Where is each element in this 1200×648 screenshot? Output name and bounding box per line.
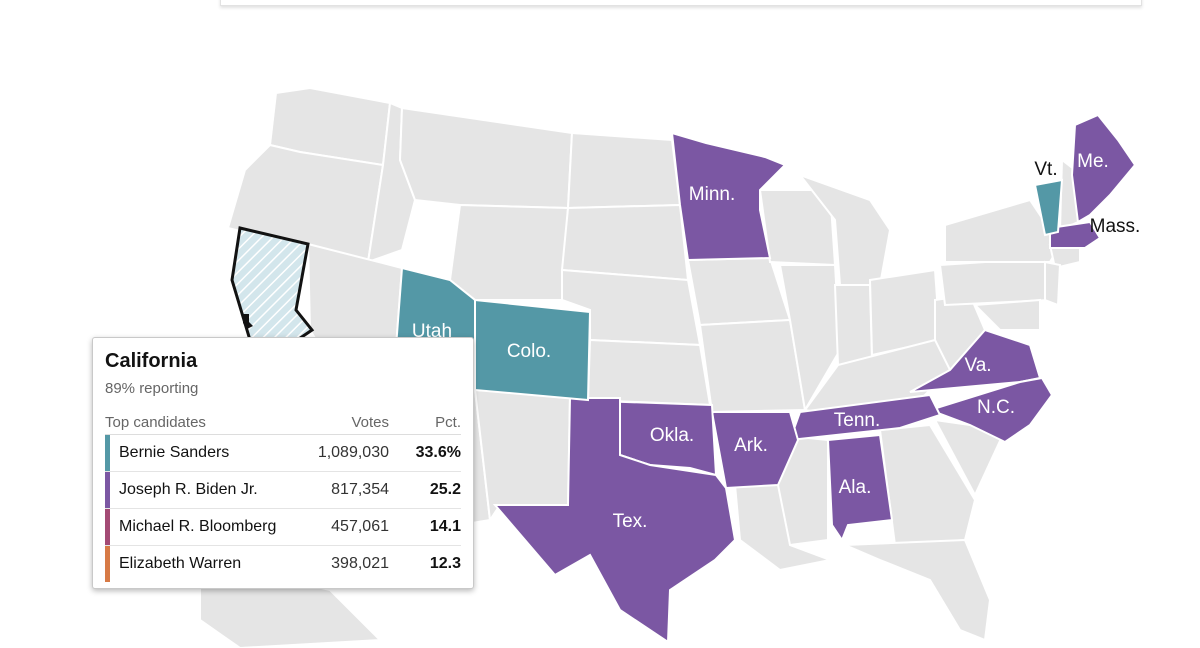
label-minn: Minn.: [689, 184, 735, 205]
label-utah: Utah: [412, 321, 452, 342]
state-south-dakota[interactable]: [560, 203, 690, 282]
tooltip-state-name: California: [105, 350, 198, 372]
label-tenn: Tenn.: [834, 410, 880, 431]
state-illinois[interactable]: [778, 264, 842, 413]
label-mass: Mass.: [1090, 216, 1141, 237]
state-pennsylvania[interactable]: [938, 256, 1052, 307]
biden-states: [492, 113, 1137, 644]
state-indiana[interactable]: [833, 284, 874, 367]
header-candidates: Top candidates: [105, 413, 206, 431]
tooltip-table-header: Top candidates Votes Pct.: [105, 410, 461, 435]
candidate-row: Elizabeth Warren 398,021 12.3: [105, 546, 461, 582]
label-nc: N.C.: [977, 397, 1015, 418]
state-montana[interactable]: [398, 106, 574, 210]
header-bar: [220, 0, 1142, 6]
california-cursor-icon: [243, 314, 253, 329]
tooltip-reporting: 89% reporting: [105, 380, 199, 397]
candidate-name: Elizabeth Warren: [119, 555, 242, 572]
state-florida[interactable]: [844, 538, 992, 642]
state-wyoming[interactable]: [448, 203, 570, 301]
state-alabama[interactable]: [826, 433, 894, 543]
state-new-mexico[interactable]: [473, 388, 572, 523]
state-results-tooltip: California 89% reporting Top candidates …: [92, 337, 474, 589]
state-georgia[interactable]: [878, 423, 977, 547]
tooltip-candidate-rows: Bernie Sanders 1,089,030 33.6% Joseph R.…: [105, 435, 461, 582]
candidate-name: Joseph R. Biden Jr.: [119, 481, 258, 498]
state-maine[interactable]: [1070, 113, 1137, 224]
candidate-pct: 12.3: [429, 555, 461, 572]
candidate-color-swatch: [105, 472, 110, 508]
state-vermont[interactable]: [1033, 178, 1064, 237]
label-colo: Colo.: [507, 341, 551, 362]
state-massachusetts[interactable]: [1049, 220, 1102, 249]
candidate-row: Michael R. Bloomberg 457,061 14.1: [105, 509, 461, 546]
candidate-votes: 398,021: [331, 555, 389, 572]
header-pct: Pct.: [435, 413, 461, 431]
candidate-pct: 33.6%: [415, 444, 461, 461]
state-texas[interactable]: [492, 397, 737, 644]
state-kansas[interactable]: [586, 338, 712, 407]
state-north-dakota[interactable]: [566, 131, 682, 210]
candidate-votes: 817,354: [331, 481, 389, 498]
header-votes: Votes: [351, 413, 389, 431]
label-me: Me.: [1077, 151, 1109, 172]
state-north-carolina[interactable]: [926, 376, 1054, 444]
candidate-row: Joseph R. Biden Jr. 817,354 25.2: [105, 472, 461, 509]
label-vt: Vt.: [1034, 159, 1057, 180]
state-labels: Minn. Me. Vt. Mass. Utah Colo. Va. N.C. …: [412, 151, 1140, 532]
candidate-color-swatch: [105, 546, 110, 582]
state-iowa[interactable]: [686, 256, 792, 327]
candidate-color-swatch: [105, 509, 110, 545]
state-missouri[interactable]: [698, 318, 807, 414]
candidate-pct: 25.2: [429, 481, 461, 498]
label-ala: Ala.: [839, 477, 872, 498]
candidate-pct: 14.1: [429, 518, 461, 535]
candidate-color-swatch: [105, 435, 110, 471]
state-minnesota[interactable]: [670, 131, 787, 262]
state-maryland[interactable]: [972, 298, 1041, 331]
state-california-selected[interactable]: [230, 226, 315, 347]
label-okla: Okla.: [650, 425, 694, 446]
candidate-name: Michael R. Bloomberg: [119, 518, 277, 535]
label-tex: Tex.: [613, 511, 648, 532]
label-va: Va.: [964, 355, 991, 376]
candidate-name: Bernie Sanders: [119, 444, 230, 461]
candidate-votes: 1,089,030: [317, 444, 389, 461]
candidate-row: Bernie Sanders 1,089,030 33.6%: [105, 435, 461, 472]
label-ark: Ark.: [734, 435, 768, 456]
candidate-votes: 457,061: [331, 518, 389, 535]
state-colorado[interactable]: [474, 298, 592, 402]
state-new-jersey[interactable]: [1044, 260, 1062, 307]
state-arkansas[interactable]: [710, 411, 800, 490]
